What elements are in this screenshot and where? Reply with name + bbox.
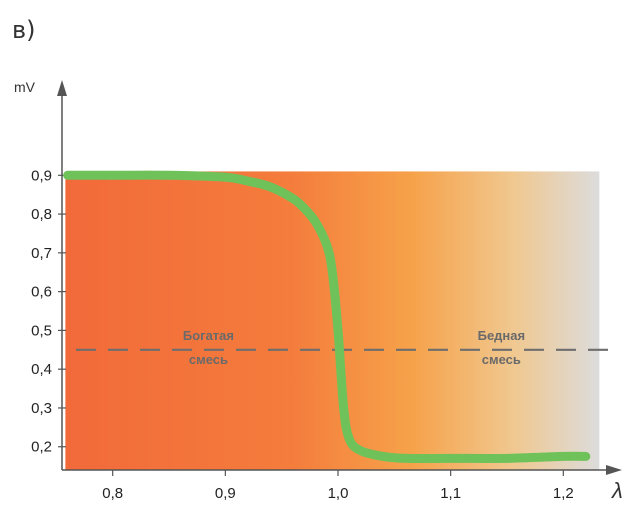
- y-tick-label: 0,6: [31, 284, 52, 301]
- y-ticks: 0,2 0,3 0,4 0,5 0,6 0,7 0,8 0,9: [31, 167, 66, 456]
- x-tick-label: 0,9: [215, 485, 236, 502]
- y-axis-arrow-icon: [57, 80, 67, 96]
- panel-label: в): [12, 16, 36, 44]
- y-tick-label: 0,3: [31, 400, 52, 417]
- y-tick-label: 0,4: [31, 361, 52, 378]
- zone-label-line: смесь: [189, 352, 228, 367]
- x-tick-label: 1,0: [328, 485, 349, 502]
- x-tick-label: 1,2: [553, 485, 574, 502]
- zone-label-line: Богатая: [183, 328, 234, 343]
- x-tick-label: 1,1: [440, 485, 461, 502]
- y-tick-label: 0,9: [31, 167, 52, 184]
- annotations: Богатая смесь Бедная смесь: [183, 328, 526, 367]
- x-ticks: 0,8 0,9 1,0 1,1 1,2: [102, 470, 574, 502]
- x-axis-label: λ: [611, 478, 623, 503]
- zone-label-line: смесь: [482, 352, 521, 367]
- y-tick-label: 0,7: [31, 245, 52, 262]
- x-axis-arrow-icon: [606, 465, 622, 475]
- sensor-voltage-curve: [63, 170, 591, 464]
- zone-annotation: Бедная смесь: [478, 328, 526, 367]
- y-tick-label: 0,8: [31, 206, 52, 223]
- y-axis-label: mV: [14, 79, 36, 95]
- y-tick-label: 0,5: [31, 322, 52, 339]
- x-tick-label: 0,8: [102, 485, 123, 502]
- y-tick-label: 0,2: [31, 439, 52, 456]
- zone-annotation: Богатая смесь: [183, 328, 234, 367]
- mixture-shaded-region: [65, 171, 600, 470]
- zone-label-line: Бедная: [478, 328, 526, 343]
